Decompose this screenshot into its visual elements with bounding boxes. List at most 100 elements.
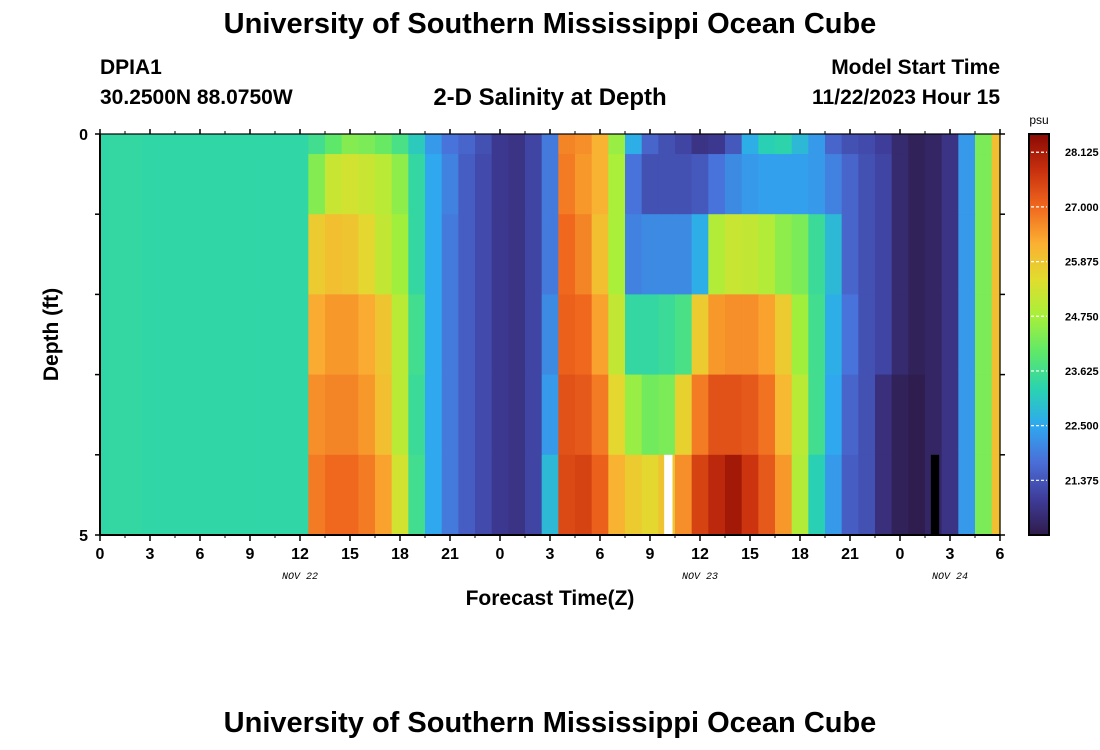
heatmap-cell xyxy=(725,294,743,376)
heatmap-cell xyxy=(208,134,226,155)
plot-title: 2-D Salinity at Depth xyxy=(433,84,667,111)
heatmap-cell xyxy=(491,134,509,155)
heatmap-cell xyxy=(575,134,593,155)
heatmap-cell xyxy=(658,374,676,456)
heatmap-cell xyxy=(425,154,443,215)
heatmap-cell xyxy=(991,454,1001,536)
heatmap-cell xyxy=(208,374,226,456)
heatmap-cell xyxy=(358,134,376,155)
heatmap-cell xyxy=(875,214,893,295)
heatmap-cell xyxy=(141,454,159,536)
heatmap-cell xyxy=(341,454,359,536)
chart-axes: 0 3 6 9 12 15 18 21 0 3 6 9 12 15 18 21 0 3 6 NOV 22 NOV 23 N… xyxy=(40,127,1005,610)
heatmap-cell xyxy=(991,154,1001,215)
heatmap-cell xyxy=(100,454,109,536)
heatmap-cell xyxy=(308,454,326,536)
heatmap-cell xyxy=(941,374,959,456)
heatmap-cell xyxy=(341,154,359,215)
heatmap-cell xyxy=(275,214,293,295)
heatmap-cell xyxy=(391,294,409,376)
heatmap-cell xyxy=(575,374,593,456)
heatmap-cell xyxy=(241,454,259,536)
heatmap-cell xyxy=(625,154,643,215)
heatmap-cell xyxy=(541,214,559,295)
heatmap-cell xyxy=(575,154,593,215)
date-label: NOV 22 xyxy=(282,572,318,583)
heatmap-cell xyxy=(425,214,443,295)
heatmap-cell xyxy=(975,294,993,376)
model-start-time: 11/22/2023 Hour 15 xyxy=(812,86,1000,109)
x-tick-label: 12 xyxy=(691,546,709,563)
heatmap-cell xyxy=(391,374,409,456)
heatmap-cell xyxy=(108,154,126,215)
heatmap-cell xyxy=(475,374,493,456)
heatmap-cell xyxy=(741,134,759,155)
heatmap-cell xyxy=(691,374,709,456)
heatmap-cell xyxy=(375,214,393,295)
heatmap-cell xyxy=(875,374,893,456)
heatmap-cell xyxy=(191,294,209,376)
heatmap-cell xyxy=(225,154,243,215)
heatmap-cell xyxy=(791,154,809,215)
heatmap-cell xyxy=(208,154,226,215)
heatmap-cell xyxy=(341,294,359,376)
heatmap-cell xyxy=(341,374,359,456)
heatmap-cell xyxy=(258,374,276,456)
x-tick-label: 15 xyxy=(741,546,759,563)
heatmap-cell xyxy=(675,374,693,456)
heatmap-cell xyxy=(725,374,743,456)
heatmap-cell xyxy=(808,374,826,456)
heatmap-cell xyxy=(775,154,793,215)
heatmap-cell xyxy=(825,294,843,376)
heatmap-cell xyxy=(100,154,109,215)
heatmap-cell xyxy=(425,294,443,376)
heatmap-cell xyxy=(158,134,176,155)
heatmap-cell xyxy=(441,294,459,376)
heatmap-cell xyxy=(191,374,209,456)
heatmap-cell xyxy=(475,214,493,295)
heatmap-cell xyxy=(725,454,743,536)
heatmap-cell xyxy=(458,454,476,536)
heatmap-cell xyxy=(375,134,393,155)
heatmap-cell xyxy=(100,214,109,295)
heatmap-cell xyxy=(591,294,609,376)
heatmap-cell xyxy=(525,294,543,376)
heatmap-cell xyxy=(491,154,509,215)
heatmap-cell xyxy=(908,374,926,456)
heatmap-cell xyxy=(908,134,926,155)
heatmap-cell xyxy=(458,154,476,215)
heatmap-cell xyxy=(458,134,476,155)
heatmap-cell xyxy=(408,454,426,536)
heatmap-cell xyxy=(125,294,143,376)
heatmap-cell xyxy=(591,454,609,536)
y-axis-label: Depth (ft) xyxy=(40,288,63,381)
heatmap-cell xyxy=(258,214,276,295)
heatmap-cell xyxy=(325,454,343,536)
heatmap-cell xyxy=(808,154,826,215)
heatmap-cell xyxy=(225,294,243,376)
heatmap-cell xyxy=(525,134,543,155)
heatmap-cell xyxy=(225,454,243,536)
x-tick-label: 9 xyxy=(246,546,255,563)
heatmap-cell xyxy=(991,134,1001,155)
heatmap-cell xyxy=(541,294,559,376)
heatmap-cell xyxy=(891,374,909,456)
heatmap-cell xyxy=(608,454,626,536)
heatmap-cell xyxy=(891,214,909,295)
heatmap-cell xyxy=(891,134,909,155)
heatmap-cell xyxy=(675,214,693,295)
colorbar-tick-label: 28.125 xyxy=(1065,147,1099,159)
colorbar-tick-label: 22.500 xyxy=(1065,421,1099,433)
heatmap-cell xyxy=(491,294,509,376)
heatmap-cell xyxy=(391,134,409,155)
heatmap-cell xyxy=(275,154,293,215)
missing-cell xyxy=(930,454,940,535)
heatmap-cell xyxy=(100,294,109,376)
colorbar-tick-label: 27.000 xyxy=(1065,202,1099,214)
heatmap-cell xyxy=(575,294,593,376)
heatmap-cell xyxy=(775,134,793,155)
x-tick-label: 6 xyxy=(596,546,605,563)
heatmap-cell xyxy=(625,294,643,376)
heatmap-cell xyxy=(208,294,226,376)
